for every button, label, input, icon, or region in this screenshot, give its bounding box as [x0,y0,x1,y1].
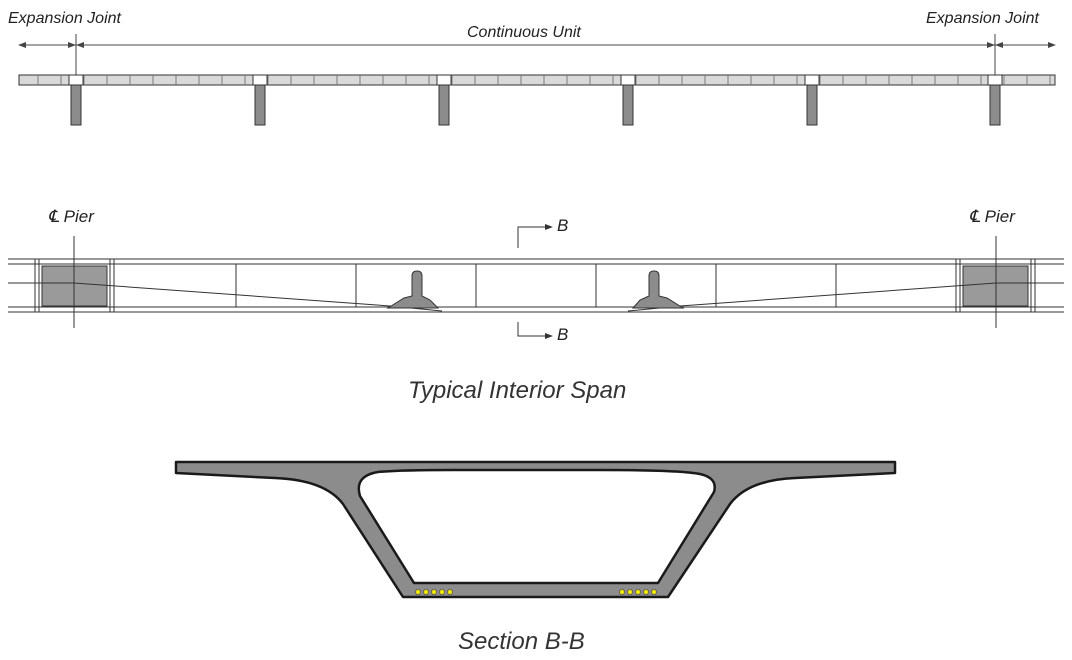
continuous-unit-dimension [18,34,1056,76]
pier-diaphragms [41,265,1029,307]
right-pier-label: Pier [984,207,1015,226]
pier-1 [70,84,82,126]
piers [70,84,1001,126]
section-void [357,468,716,585]
bridge-deck [18,74,1056,86]
span-caption: Typical Interior Span [408,377,627,404]
right-pier-centerline-label: ℄ Pier [969,207,1015,227]
left-pier-label: Pier [63,207,94,226]
section-caption: Section B-B [458,628,585,655]
left-pier-centerline-label: ℄ Pier [48,207,94,227]
left-blister [386,270,440,309]
pier-centerlines [73,236,997,328]
right-blister [631,270,685,309]
section-mark-top: B [557,216,569,235]
pier-4 [622,84,634,126]
pier-2 [254,84,266,126]
right-expansion-joint-label: Expansion Joint [926,10,1039,27]
pier-caps [68,74,1003,86]
box-girder-section [174,460,897,599]
section-mark-bottom: B [557,325,569,344]
pier-5 [806,84,818,126]
centerline-symbol: ℄ [969,207,980,226]
pier-3 [438,84,450,126]
left-expansion-joint-label: Expansion Joint [8,10,121,27]
section-cut-marks [517,224,553,339]
tendon-blisters [386,270,685,309]
continuous-unit-label: Continuous Unit [467,24,581,41]
interior-span [8,258,1064,313]
pier-6 [989,84,1001,126]
tendon-ducts [414,589,658,596]
centerline-symbol: ℄ [48,207,59,226]
